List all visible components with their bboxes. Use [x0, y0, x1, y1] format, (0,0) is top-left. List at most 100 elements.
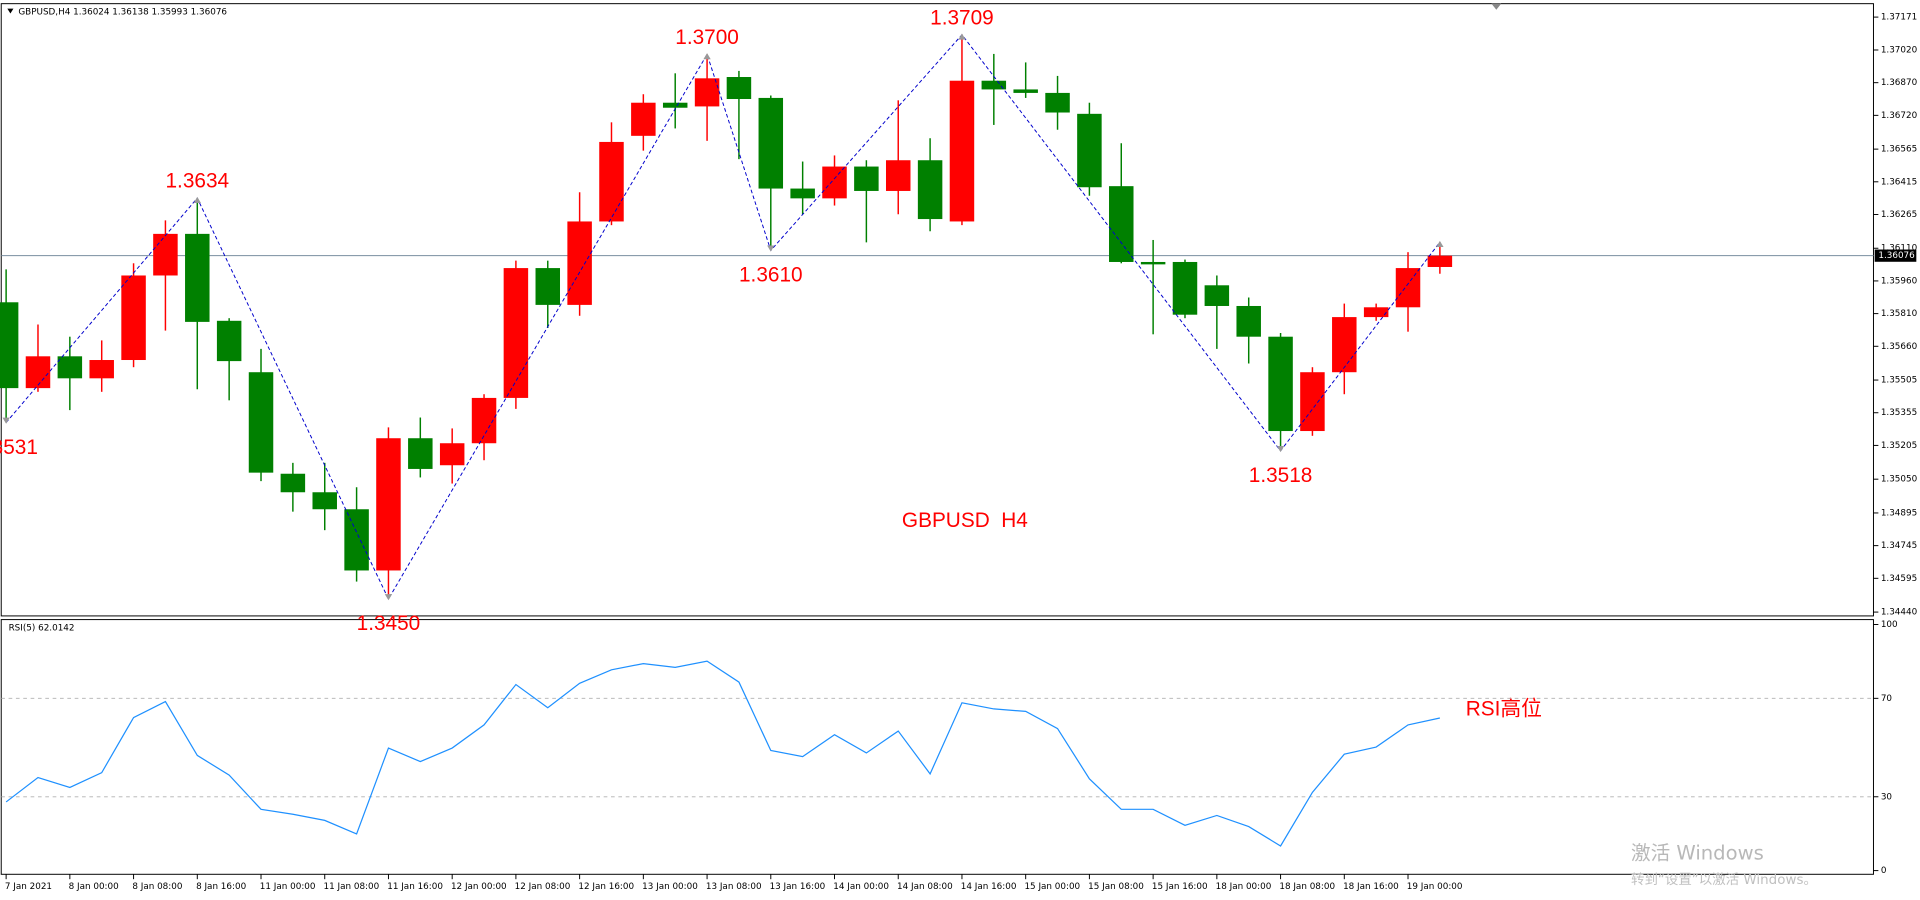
menu-arrow [7, 8, 14, 14]
y-tick-label: 1.34440 [1881, 608, 1918, 618]
x-tick-label: 15 Jan 16:00 [1152, 882, 1208, 892]
zigzag-label: 1.3700 [675, 26, 739, 49]
rsi-header: RSI(5) 62.0142 [9, 624, 75, 634]
zigzag-arrow [2, 417, 10, 424]
candle-body [1077, 113, 1102, 188]
candle-body [216, 320, 242, 362]
zigzag-arrow [767, 245, 775, 252]
zigzag-label: 1.3518 [1249, 464, 1313, 487]
zigzag-arrow [1276, 445, 1285, 453]
candle-body [153, 233, 178, 276]
y-tick-label: 1.34745 [1881, 541, 1917, 551]
candle-body [1140, 261, 1166, 265]
y-tick-label: 1.35505 [1881, 376, 1917, 386]
watermark: 转到“设置”以激活 Windows。 [1631, 872, 1817, 888]
candle-body [344, 509, 369, 571]
candle-body [248, 372, 274, 473]
candle-body [376, 438, 401, 571]
zigzag-label: 1.3531 [0, 436, 38, 459]
x-tick-label: 18 Jan 08:00 [1279, 882, 1335, 892]
y-tick-label: 30 [1881, 792, 1893, 802]
candle-body [822, 166, 847, 199]
last-price-box [1874, 249, 1917, 262]
x-tick-label: 15 Jan 00:00 [1024, 882, 1080, 892]
candle-body [535, 268, 561, 305]
chart-header: GBPUSD,H4 1.36024 1.36138 1.35993 1.3607… [18, 8, 227, 18]
zigzag-arrow [958, 33, 966, 40]
x-tick-label: 11 Jan 08:00 [324, 882, 380, 892]
zigzag-label: 1.3709 [930, 6, 994, 29]
x-tick-label: 8 Jan 16:00 [196, 882, 247, 892]
x-tick-label: 13 Jan 16:00 [770, 882, 826, 892]
candle-body [1236, 305, 1261, 337]
candle-body [503, 268, 529, 398]
candle-body [312, 492, 337, 510]
candle-body [25, 356, 51, 389]
y-tick-label: 1.35810 [1881, 309, 1918, 319]
y-tick-label: 1.37171 [1881, 13, 1917, 23]
zigzag-label: 1.3634 [165, 170, 229, 193]
zigzag-arrow [703, 53, 711, 60]
y-tick-label: 1.35960 [1881, 276, 1918, 286]
candle-body [599, 141, 624, 222]
symbol-annotation: GBPUSD H4 [902, 509, 1028, 532]
x-tick-label: 8 Jan 00:00 [69, 882, 120, 892]
zigzag-arrow [384, 594, 393, 601]
x-tick-label: 13 Jan 08:00 [706, 882, 762, 892]
candle-body [57, 356, 83, 379]
x-tick-label: 14 Jan 00:00 [833, 882, 889, 892]
candle-body [1172, 261, 1198, 315]
candle-body [1332, 317, 1357, 373]
candle-body [758, 97, 784, 189]
y-tick-label: 1.35355 [1881, 408, 1917, 418]
y-tick-label: 1.36265 [1881, 210, 1917, 220]
candle-body [439, 443, 465, 466]
y-tick-label: 1.34595 [1881, 574, 1917, 584]
y-tick-label: 1.36565 [1881, 145, 1917, 155]
zigzag-label: 1.3610 [739, 264, 803, 287]
candle-body [981, 80, 1007, 90]
y-tick-label: 1.35205 [1881, 441, 1917, 451]
y-tick-label: 1.35050 [1881, 475, 1918, 485]
zigzag-arrow [193, 196, 201, 204]
candle-body [949, 80, 975, 222]
candle-body [1268, 336, 1293, 432]
candle-body [121, 275, 146, 361]
x-tick-label: 14 Jan 16:00 [961, 882, 1017, 892]
candle-body [89, 360, 114, 379]
candle-body [0, 302, 19, 389]
x-tick-label: 12 Jan 08:00 [515, 882, 571, 892]
x-tick-label: 13 Jan 00:00 [642, 882, 698, 892]
zigzag-arrow [1436, 240, 1444, 248]
x-tick-label: 19 Jan 00:00 [1407, 882, 1463, 892]
y-tick-label: 1.37020 [1881, 45, 1918, 55]
y-tick-label: 1.36720 [1881, 111, 1918, 121]
y-tick-label: 100 [1881, 620, 1898, 630]
zigzag-label: 1.3450 [357, 612, 421, 635]
candle-body [726, 77, 752, 100]
x-tick-label: 15 Jan 08:00 [1088, 882, 1144, 892]
candle-body [1013, 89, 1038, 93]
x-tick-label: 11 Jan 16:00 [387, 882, 443, 892]
x-tick-label: 8 Jan 08:00 [132, 882, 183, 892]
candle-body [280, 473, 306, 493]
rsi-annotation: RSI高位 [1466, 698, 1542, 721]
candle-body [917, 160, 943, 220]
y-tick-label: 1.35660 [1881, 342, 1918, 352]
x-tick-label: 18 Jan 00:00 [1216, 882, 1272, 892]
candle-body [1395, 268, 1421, 308]
candle-body [567, 221, 592, 305]
x-tick-label: 12 Jan 16:00 [578, 882, 634, 892]
y-tick-label: 1.36110 [1881, 244, 1918, 254]
candle-body [662, 102, 688, 108]
candle-body [885, 160, 911, 191]
candle-body [1427, 255, 1453, 267]
last-price-label: 1.36076 [1878, 251, 1915, 261]
candle-body [1300, 372, 1325, 432]
candle-body [408, 438, 433, 469]
y-tick-label: 1.36415 [1881, 177, 1917, 187]
candle-body [1109, 186, 1134, 262]
x-tick-label: 12 Jan 00:00 [451, 882, 507, 892]
